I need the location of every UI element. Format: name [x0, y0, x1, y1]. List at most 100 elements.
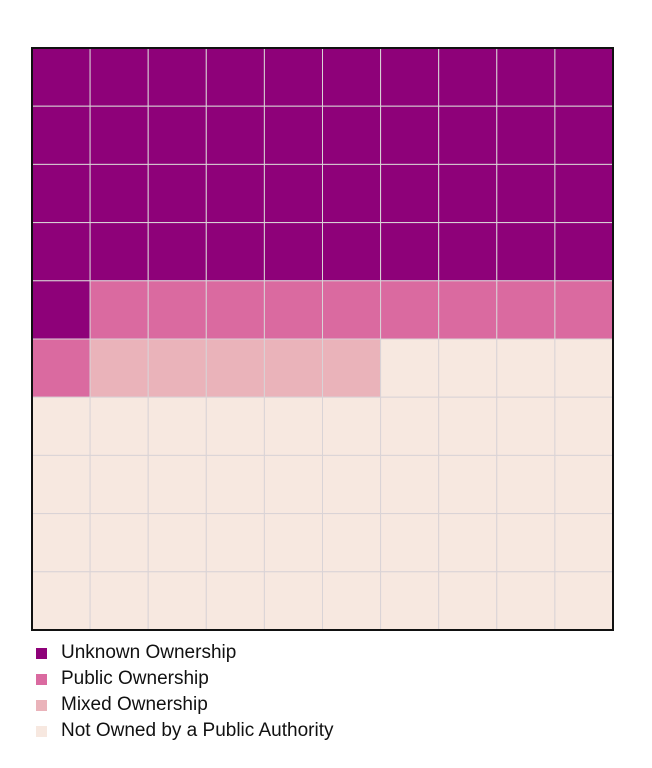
waffle-cell-not-owned-by-a-public-authority: [554, 338, 614, 398]
waffle-cell-not-owned-by-a-public-authority: [438, 454, 498, 515]
waffle-cell-unknown-ownership: [322, 47, 382, 107]
waffle-cell-unknown-ownership: [147, 222, 207, 282]
legend-item-unknown-ownership: Unknown Ownership: [36, 640, 333, 666]
waffle-cell-public-ownership: [496, 280, 556, 340]
waffle-cell-unknown-ownership: [31, 222, 91, 282]
waffle-cell-not-owned-by-a-public-authority: [554, 513, 614, 573]
waffle-cell-not-owned-by-a-public-authority: [496, 338, 556, 398]
waffle-cell-not-owned-by-a-public-authority: [380, 513, 440, 573]
waffle-cell-not-owned-by-a-public-authority: [496, 571, 556, 631]
waffle-cell-not-owned-by-a-public-authority: [205, 513, 265, 573]
legend-item-mixed-ownership: Mixed Ownership: [36, 692, 333, 718]
chart-frame: [31, 47, 614, 631]
waffle-chart: [31, 47, 614, 631]
waffle-cell-not-owned-by-a-public-authority: [380, 454, 440, 515]
waffle-cell-unknown-ownership: [89, 105, 149, 165]
waffle-cell-not-owned-by-a-public-authority: [147, 513, 207, 573]
waffle-cell-unknown-ownership: [89, 47, 149, 107]
waffle-cell-not-owned-by-a-public-authority: [322, 396, 382, 456]
waffle-cell-public-ownership: [554, 280, 614, 340]
waffle-cell-not-owned-by-a-public-authority: [438, 513, 498, 573]
legend-label-not-owned: Not Owned by a Public Authority: [61, 720, 334, 741]
legend-item-not-owned: Not Owned by a Public Authority: [36, 718, 333, 744]
waffle-cell-unknown-ownership: [322, 163, 382, 224]
waffle-cell-public-ownership: [147, 280, 207, 340]
waffle-cell-unknown-ownership: [322, 105, 382, 165]
legend-item-public-ownership: Public Ownership: [36, 666, 333, 692]
legend-swatch-not-owned: [36, 725, 47, 737]
waffle-cell-not-owned-by-a-public-authority: [438, 338, 498, 398]
waffle-cell-unknown-ownership: [496, 163, 556, 224]
waffle-cell-not-owned-by-a-public-authority: [554, 396, 614, 456]
waffle-cell-unknown-ownership: [496, 47, 556, 107]
waffle-cell-unknown-ownership: [438, 47, 498, 107]
waffle-cell-unknown-ownership: [205, 47, 265, 107]
waffle-cell-public-ownership: [31, 338, 91, 398]
waffle-cell-public-ownership: [438, 280, 498, 340]
waffle-cell-not-owned-by-a-public-authority: [438, 396, 498, 456]
waffle-cell-unknown-ownership: [438, 222, 498, 282]
waffle-cell-public-ownership: [263, 280, 323, 340]
waffle-cell-not-owned-by-a-public-authority: [322, 513, 382, 573]
waffle-cell-not-owned-by-a-public-authority: [31, 571, 91, 631]
waffle-cell-unknown-ownership: [147, 47, 207, 107]
waffle-cell-unknown-ownership: [322, 222, 382, 282]
waffle-cell-not-owned-by-a-public-authority: [263, 513, 323, 573]
waffle-cell-not-owned-by-a-public-authority: [380, 571, 440, 631]
waffle-cell-unknown-ownership: [89, 163, 149, 224]
waffle-cell-unknown-ownership: [554, 47, 614, 107]
waffle-cell-mixed-ownership: [147, 338, 207, 398]
waffle-cell-public-ownership: [205, 280, 265, 340]
waffle-cell-public-ownership: [380, 280, 440, 340]
waffle-cell-not-owned-by-a-public-authority: [31, 513, 91, 573]
waffle-cell-unknown-ownership: [205, 163, 265, 224]
waffle-cell-not-owned-by-a-public-authority: [380, 338, 440, 398]
waffle-cell-mixed-ownership: [322, 338, 382, 398]
waffle-cell-not-owned-by-a-public-authority: [554, 571, 614, 631]
waffle-cell-not-owned-by-a-public-authority: [496, 454, 556, 515]
waffle-cell-not-owned-by-a-public-authority: [205, 396, 265, 456]
waffle-cell-unknown-ownership: [380, 47, 440, 107]
waffle-cell-unknown-ownership: [205, 222, 265, 282]
waffle-cell-unknown-ownership: [438, 163, 498, 224]
waffle-cell-unknown-ownership: [438, 105, 498, 165]
waffle-cell-not-owned-by-a-public-authority: [322, 454, 382, 515]
waffle-cell-not-owned-by-a-public-authority: [147, 571, 207, 631]
waffle-cell-not-owned-by-a-public-authority: [263, 571, 323, 631]
waffle-cell-not-owned-by-a-public-authority: [89, 454, 149, 515]
waffle-cell-not-owned-by-a-public-authority: [31, 396, 91, 456]
waffle-cell-not-owned-by-a-public-authority: [31, 454, 91, 515]
waffle-cell-unknown-ownership: [380, 163, 440, 224]
legend-label-mixed-ownership: Mixed Ownership: [61, 694, 208, 715]
waffle-cell-not-owned-by-a-public-authority: [496, 396, 556, 456]
waffle-cell-not-owned-by-a-public-authority: [438, 571, 498, 631]
waffle-cell-public-ownership: [89, 280, 149, 340]
waffle-cell-unknown-ownership: [380, 222, 440, 282]
waffle-cell-unknown-ownership: [263, 105, 323, 165]
waffle-cell-unknown-ownership: [205, 105, 265, 165]
waffle-cell-mixed-ownership: [89, 338, 149, 398]
legend-swatch-mixed-ownership: [36, 699, 47, 711]
waffle-cell-unknown-ownership: [31, 280, 91, 340]
waffle-cell-not-owned-by-a-public-authority: [89, 513, 149, 573]
waffle-cell-unknown-ownership: [263, 222, 323, 282]
waffle-cell-unknown-ownership: [31, 163, 91, 224]
waffle-cell-not-owned-by-a-public-authority: [147, 454, 207, 515]
waffle-cell-unknown-ownership: [263, 163, 323, 224]
waffle-cell-not-owned-by-a-public-authority: [89, 571, 149, 631]
waffle-cell-unknown-ownership: [263, 47, 323, 107]
waffle-cell-unknown-ownership: [380, 105, 440, 165]
waffle-cell-not-owned-by-a-public-authority: [263, 396, 323, 456]
legend-label-unknown-ownership: Unknown Ownership: [61, 642, 237, 663]
waffle-cell-unknown-ownership: [554, 163, 614, 224]
waffle-cell-unknown-ownership: [147, 105, 207, 165]
waffle-cell-not-owned-by-a-public-authority: [147, 396, 207, 456]
waffle-cell-unknown-ownership: [89, 222, 149, 282]
legend-swatch-unknown-ownership: [36, 647, 47, 659]
waffle-cell-unknown-ownership: [496, 222, 556, 282]
waffle-cell-not-owned-by-a-public-authority: [496, 513, 556, 573]
waffle-cell-unknown-ownership: [554, 222, 614, 282]
waffle-cells: [31, 47, 614, 631]
waffle-cell-not-owned-by-a-public-authority: [380, 396, 440, 456]
waffle-cell-not-owned-by-a-public-authority: [554, 454, 614, 515]
